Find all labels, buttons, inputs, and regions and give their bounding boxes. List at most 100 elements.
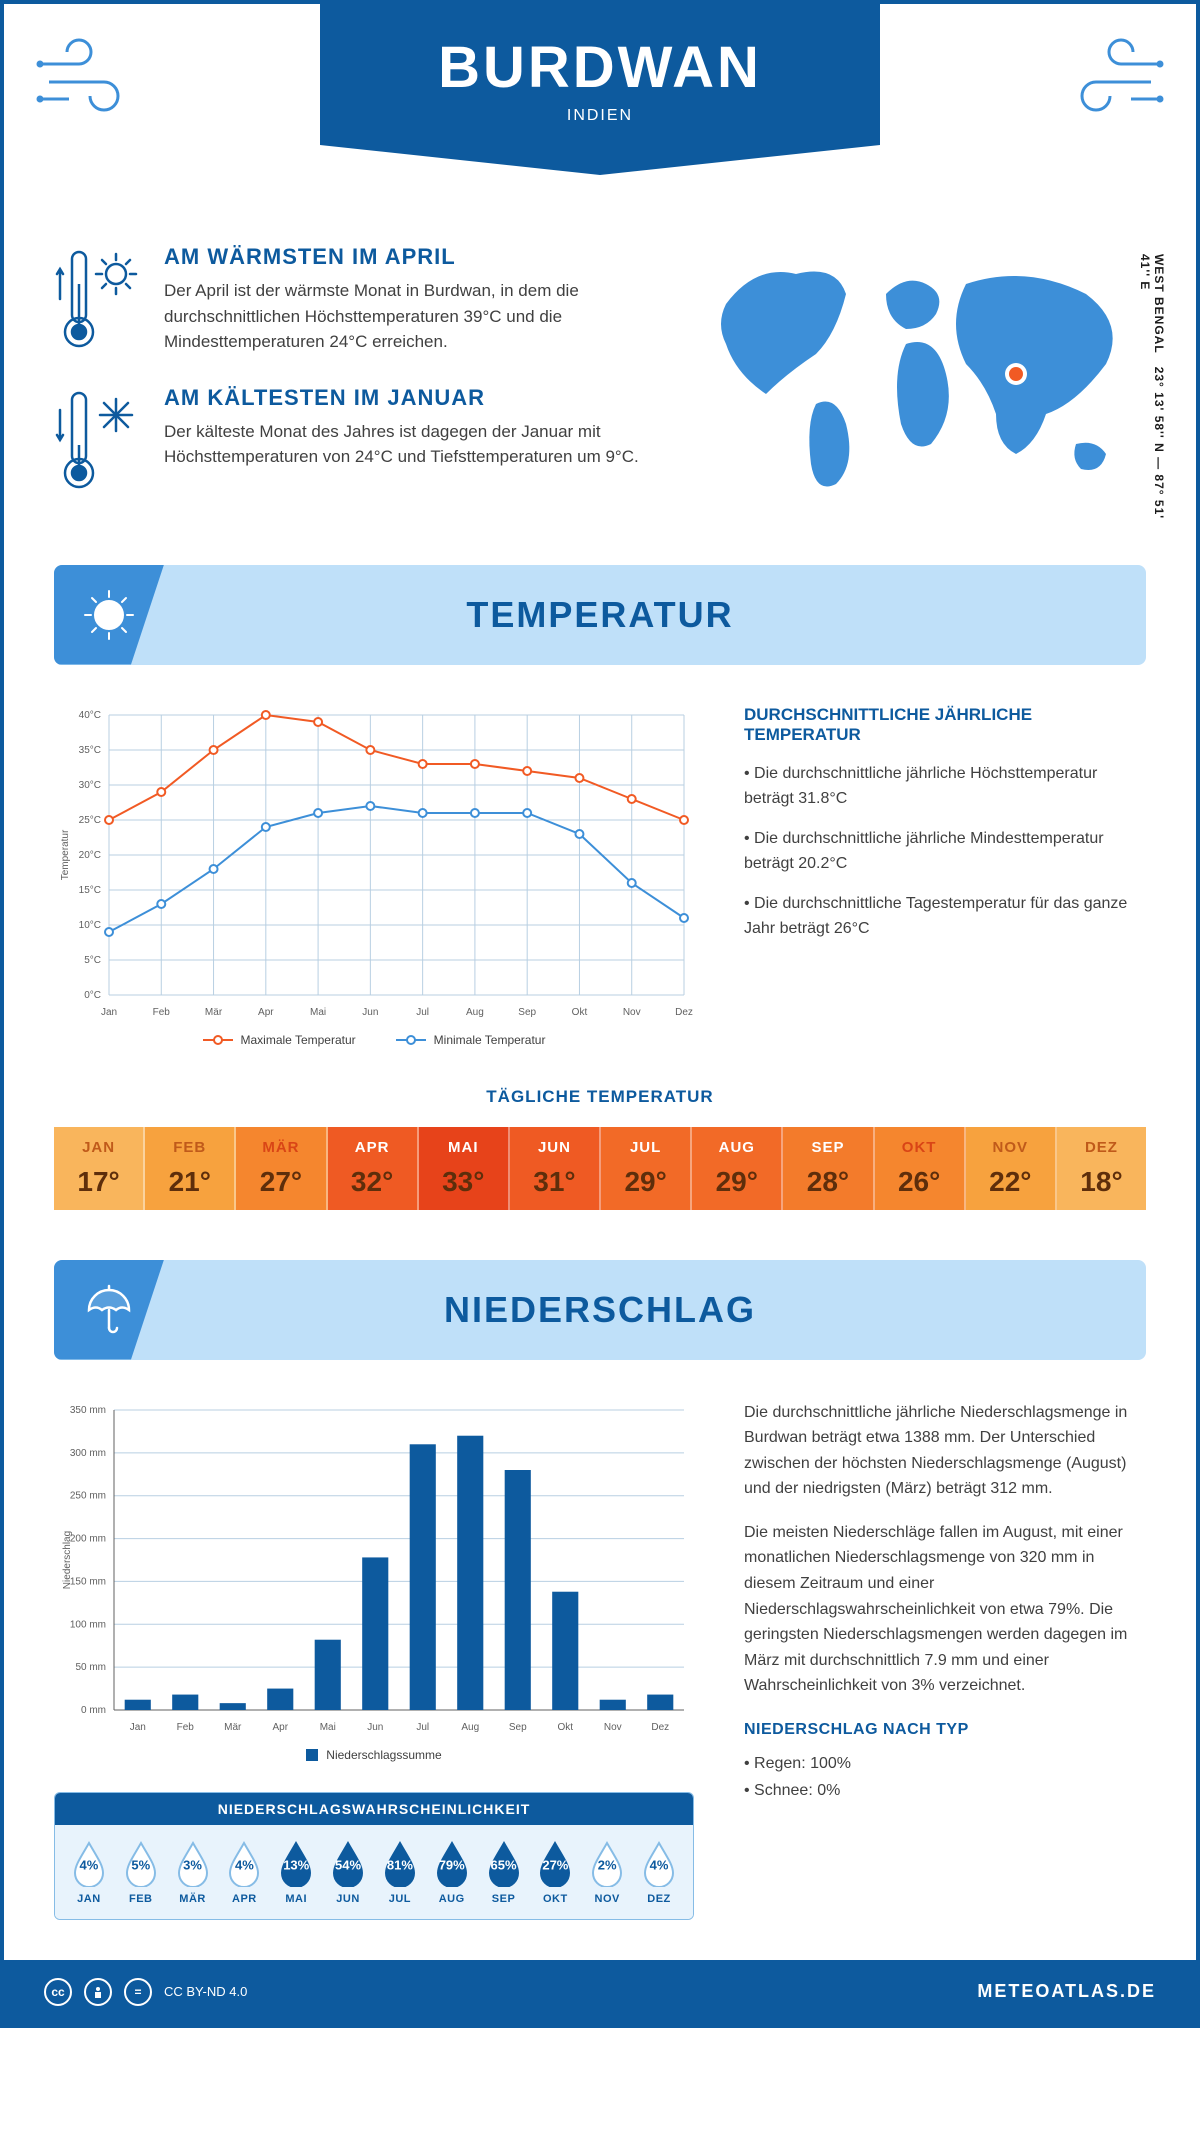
precipitation-row: 0 mm50 mm100 mm150 mm200 mm250 mm300 mm3… (54, 1400, 1146, 1920)
sun-icon (54, 565, 164, 665)
precip-p1: Die durchschnittliche jährliche Niedersc… (744, 1400, 1146, 1502)
wind-icon-left (34, 34, 144, 124)
intro-row: AM WÄRMSTEN IM APRIL Der April ist der w… (54, 244, 1146, 525)
temp-cell: MÄR27° (236, 1127, 327, 1210)
precipitation-title: NIEDERSCHLAG (444, 1289, 756, 1331)
svg-text:40°C: 40°C (79, 710, 101, 721)
svg-text:Apr: Apr (272, 1722, 288, 1733)
raindrop-icon: 81% (381, 1839, 419, 1887)
precip-legend: Niederschlagssumme (54, 1748, 694, 1762)
prob-cell: 79% AUG (426, 1839, 478, 1905)
fact-warm-title: AM WÄRMSTEN IM APRIL (164, 244, 666, 270)
raindrop-icon: 4% (225, 1839, 263, 1887)
footer-site: METEOATLAS.DE (977, 1981, 1156, 2002)
temp-cell: SEP28° (783, 1127, 874, 1210)
svg-text:300 mm: 300 mm (70, 1447, 106, 1458)
svg-text:Okt: Okt (572, 1007, 588, 1018)
temp-bullet: • Die durchschnittliche jährliche Höchst… (744, 761, 1146, 812)
svg-text:Jun: Jun (362, 1007, 378, 1018)
svg-text:Jan: Jan (101, 1007, 117, 1018)
temp-cell: NOV22° (966, 1127, 1057, 1210)
raindrop-icon: 4% (640, 1839, 678, 1887)
world-map-box: WEST BENGAL 23° 13' 58'' N — 87° 51' 41'… (706, 244, 1146, 525)
svg-text:Niederschlag: Niederschlag (62, 1530, 73, 1588)
temp-info-title: DURCHSCHNITTLICHE JÄHRLICHE TEMPERATUR (744, 705, 1146, 745)
title-banner: BURDWAN INDIEN (320, 4, 880, 145)
prob-cell: 4% DEZ (633, 1839, 685, 1905)
intro-facts: AM WÄRMSTEN IM APRIL Der April ist der w… (54, 244, 666, 525)
svg-text:350 mm: 350 mm (70, 1405, 106, 1416)
precipitation-probability-box: NIEDERSCHLAGSWAHRSCHEINLICHKEIT 4% JAN 5… (54, 1792, 694, 1920)
temp-cell: AUG29° (692, 1127, 783, 1210)
svg-text:Temperatur: Temperatur (60, 829, 71, 880)
temperature-info: DURCHSCHNITTLICHE JÄHRLICHE TEMPERATUR •… (744, 705, 1146, 1047)
prob-cell: 3% MÄR (167, 1839, 219, 1905)
temperature-line-chart: 0°C5°C10°C15°C20°C25°C30°C35°C40°CJanFeb… (54, 705, 694, 1047)
svg-text:0 mm: 0 mm (81, 1705, 106, 1716)
raindrop-icon: 79% (433, 1839, 471, 1887)
svg-text:5°C: 5°C (84, 955, 101, 966)
temp-cell: DEZ18° (1057, 1127, 1146, 1210)
prob-cell: 65% SEP (478, 1839, 530, 1905)
svg-text:Jul: Jul (416, 1722, 429, 1733)
svg-text:Feb: Feb (153, 1007, 171, 1018)
svg-text:Jan: Jan (130, 1722, 146, 1733)
fact-coldest: AM KÄLTESTEN IM JANUAR Der kälteste Mona… (54, 385, 666, 495)
temp-bullet: • Die durchschnittliche jährliche Mindes… (744, 826, 1146, 877)
svg-text:Nov: Nov (623, 1007, 641, 1018)
footer: cc = CC BY-ND 4.0 METEOATLAS.DE (4, 1960, 1196, 2024)
svg-text:Apr: Apr (258, 1007, 274, 1018)
fact-cold-text: Der kälteste Monat des Jahres ist dagege… (164, 419, 666, 470)
wind-icon-right (1056, 34, 1166, 124)
thermometer-sun-icon (54, 244, 144, 355)
prob-cell: 81% JUL (374, 1839, 426, 1905)
prob-cell: 27% OKT (529, 1839, 581, 1905)
svg-text:20°C: 20°C (79, 850, 101, 861)
content: AM WÄRMSTEN IM APRIL Der April ist der w… (4, 214, 1196, 1960)
thermometer-snow-icon (54, 385, 144, 495)
temp-cell: JAN17° (54, 1127, 145, 1210)
fact-warmest: AM WÄRMSTEN IM APRIL Der April ist der w… (54, 244, 666, 355)
raindrop-icon: 5% (122, 1839, 160, 1887)
temperature-title: TEMPERATUR (466, 594, 733, 636)
temp-cell: JUN31° (510, 1127, 601, 1210)
temp-cell: JUL29° (601, 1127, 692, 1210)
prob-cell: 5% FEB (115, 1839, 167, 1905)
section-header-precipitation: NIEDERSCHLAG (54, 1260, 1146, 1360)
prob-cell: 4% JAN (63, 1839, 115, 1905)
country-label: INDIEN (340, 107, 860, 125)
temp-cell: FEB21° (145, 1127, 236, 1210)
svg-text:250 mm: 250 mm (70, 1490, 106, 1501)
prob-title: NIEDERSCHLAGSWAHRSCHEINLICHKEIT (55, 1793, 693, 1825)
svg-text:35°C: 35°C (79, 745, 101, 756)
svg-text:Mär: Mär (205, 1007, 223, 1018)
svg-text:30°C: 30°C (79, 780, 101, 791)
temperature-row: 0°C5°C10°C15°C20°C25°C30°C35°C40°CJanFeb… (54, 705, 1146, 1047)
svg-text:25°C: 25°C (79, 815, 101, 826)
temp-legend: .legend-line[style*='f15a24']::before{bo… (54, 1033, 694, 1047)
prob-cell: 4% APR (218, 1839, 270, 1905)
svg-text:Sep: Sep (509, 1722, 527, 1733)
svg-text:Aug: Aug (466, 1007, 484, 1018)
svg-text:Jul: Jul (416, 1007, 429, 1018)
raindrop-icon: 3% (174, 1839, 212, 1887)
raindrop-icon: 4% (70, 1839, 108, 1887)
raindrop-icon: 13% (277, 1839, 315, 1887)
svg-text:15°C: 15°C (79, 885, 101, 896)
raindrop-icon: 65% (485, 1839, 523, 1887)
svg-text:Mär: Mär (224, 1722, 242, 1733)
svg-text:100 mm: 100 mm (70, 1619, 106, 1630)
temp-cell: MAI33° (419, 1127, 510, 1210)
header: BURDWAN INDIEN (4, 4, 1196, 214)
daily-temp-strip: JAN17°FEB21°MÄR27°APR32°MAI33°JUN31°JUL2… (54, 1127, 1146, 1210)
prob-cell: 2% NOV (581, 1839, 633, 1905)
precip-p2: Die meisten Niederschläge fallen im Augu… (744, 1520, 1146, 1699)
umbrella-icon (54, 1260, 164, 1360)
svg-text:Okt: Okt (557, 1722, 573, 1733)
by-icon (84, 1978, 112, 2006)
precip-type-title: NIEDERSCHLAG NACH TYP (744, 1717, 1146, 1743)
svg-text:Nov: Nov (604, 1722, 622, 1733)
prob-cell: 54% JUN (322, 1839, 374, 1905)
svg-text:50 mm: 50 mm (75, 1662, 106, 1673)
temp-bullet: • Die durchschnittliche Tagestemperatur … (744, 891, 1146, 942)
